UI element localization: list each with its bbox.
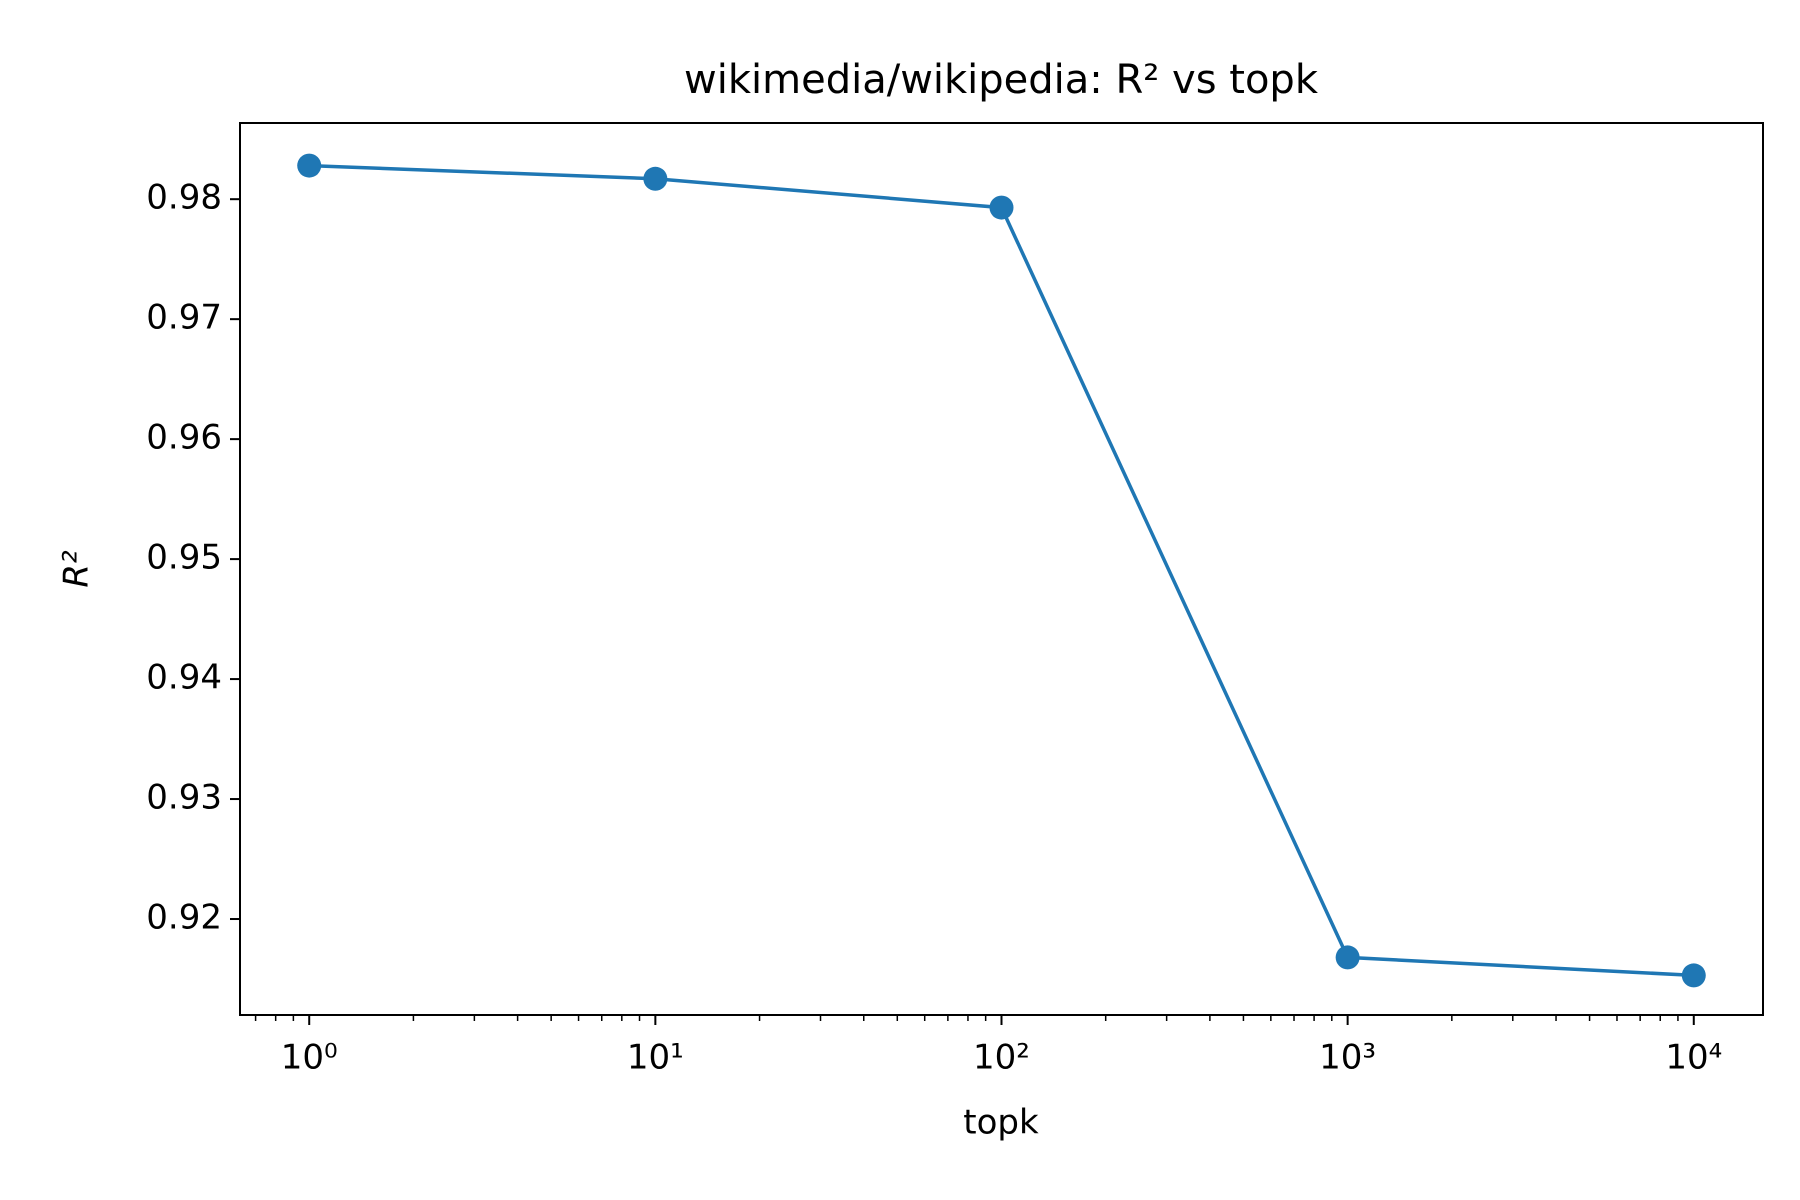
x-tick-label: 10⁴ — [1665, 1038, 1722, 1078]
plot-frame — [239, 122, 1764, 1016]
y-tick-label: 0.96 — [146, 418, 222, 458]
data-point — [1681, 963, 1706, 988]
y-tick-label: 0.94 — [146, 658, 222, 698]
chart-title: wikimedia/wikipedia: R² vs topk — [684, 57, 1319, 103]
x-tick-label: 10³ — [1319, 1038, 1376, 1078]
data-point — [643, 166, 668, 191]
y-tick-label: 0.97 — [146, 298, 222, 338]
x-tick-label: 10⁰ — [281, 1038, 338, 1078]
y-tick-label: 0.95 — [146, 538, 222, 578]
x-tick-label: 10² — [973, 1038, 1030, 1078]
x-tick-label: 10¹ — [627, 1038, 684, 1078]
y-tick-label: 0.98 — [146, 178, 222, 218]
y-tick-label: 0.92 — [146, 898, 222, 938]
data-point — [989, 195, 1014, 220]
y-axis-label: R² — [57, 550, 97, 588]
data-point — [297, 153, 322, 178]
x-axis-label: topk — [963, 1103, 1039, 1143]
data-point — [1335, 945, 1360, 970]
y-tick-label: 0.93 — [146, 778, 222, 818]
